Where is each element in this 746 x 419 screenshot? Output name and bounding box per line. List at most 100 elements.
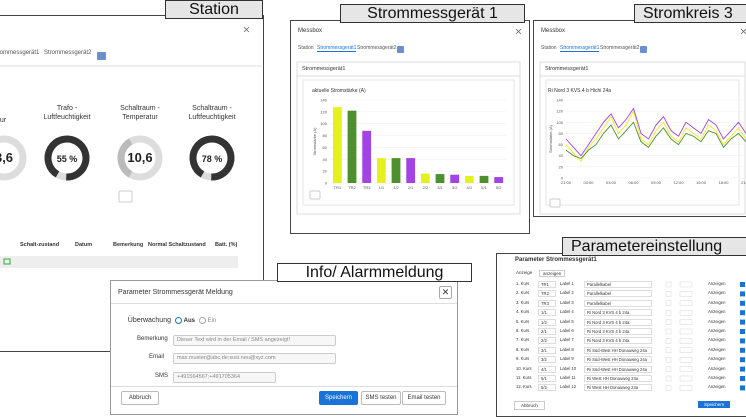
cell[interactable]: 2/2 (538, 337, 556, 345)
cancel-button[interactable]: Abbruch (121, 391, 159, 405)
cell[interactable]: 3/1 (538, 346, 556, 354)
cell[interactable]: TR2 (538, 290, 556, 298)
section-title: Strommessgerät1 (302, 66, 346, 72)
sms-input[interactable]: +491564567;+491705364 (173, 372, 276, 383)
cell: Label 3 (560, 299, 574, 305)
cell: 9. Kurs (516, 356, 530, 362)
cell: 100 (215, 258, 225, 264)
column-header: Schalt-zustand (20, 242, 60, 248)
tab[interactable]: Station (298, 45, 314, 51)
params-panel (496, 253, 746, 417)
cell[interactable]: 5/1 (538, 375, 556, 382)
cell: Label 4 (560, 309, 574, 315)
radio-label: Ein (207, 318, 217, 325)
sms-test-button[interactable]: SMS testen (361, 391, 401, 405)
field-label: Bemerkung (137, 336, 168, 342)
save-button[interactable]: Speichern (698, 401, 731, 408)
cell[interactable]: Ri Süd-West HH Donauweg 24a (584, 346, 652, 354)
tab[interactable]: Strommessgerät2 (600, 45, 640, 51)
cell[interactable]: 4/1 (538, 365, 556, 373)
cell[interactable]: Parallelkabel (584, 299, 652, 307)
alarm-dialog: Parameter Strommessgerät Meldung Überwac… (110, 280, 458, 415)
cell: Label 5 (560, 318, 574, 324)
divider (111, 303, 457, 304)
dialog-title: Parameter Strommessgerät Meldung (118, 289, 233, 296)
cell: Label 1 (560, 281, 574, 286)
field-label: Email (149, 354, 165, 360)
header-cell: Anzeige (516, 270, 533, 275)
cell: 8. Kurs (516, 346, 530, 352)
cell: 3. Kurs (516, 299, 530, 305)
cell[interactable]: 1/2 (538, 318, 556, 326)
cell[interactable]: 3/2 (538, 356, 556, 364)
radio-off[interactable]: Aus (175, 317, 195, 324)
tab[interactable]: Strommessgerät1 (560, 45, 600, 52)
cell: 7. Kurs (516, 337, 530, 343)
cell[interactable]: Ri Nord 3 KVS 4 b 24a (584, 328, 652, 335)
radio-on[interactable]: Ein (199, 317, 216, 324)
cell[interactable]: Parallelkabel (584, 281, 652, 288)
column-header: Bemerkung (113, 242, 144, 248)
cell: Label 9 (560, 356, 574, 362)
show-label: Anzeigen (708, 290, 726, 296)
cell: Label 10 (560, 365, 577, 371)
cell: 12. Kurs (516, 384, 532, 390)
cell[interactable]: Ri West HH Donauweg 24a (584, 375, 652, 382)
tab[interactable]: Station (541, 45, 557, 51)
cell: 10. Kurs (516, 365, 532, 371)
cell: Label 8 (560, 346, 574, 352)
section-title: Strommessgerät1 (545, 66, 589, 72)
cell: Tür status (113, 258, 138, 264)
gauge-title: Schaltraum - Luftfeuchtigkeit (188, 105, 236, 121)
cell[interactable]: TR3 (538, 299, 556, 307)
cell: 16.11.22 13:15:04 (63, 258, 107, 264)
cell: Zu (148, 258, 155, 264)
show-label: Anzeigen (708, 318, 726, 324)
cell[interactable]: Parallelkabel (584, 290, 652, 298)
show-label: Anzeigen (708, 328, 726, 333)
field-label: Überwachung (127, 317, 171, 324)
cell[interactable]: 2/1 (538, 328, 556, 335)
save-button[interactable]: Speichern (319, 391, 358, 405)
cell: Zu (20, 258, 27, 264)
field-label: SMS (155, 373, 169, 379)
cell[interactable]: Ri Nord 3 KVS 4 b 24a (584, 309, 652, 317)
cell[interactable]: Ri Süd-West HH Donauweg 24a (584, 356, 652, 364)
window-title: Messbox (298, 28, 323, 34)
show-label: Anzeigen (708, 309, 726, 315)
cell: Label 7 (560, 337, 574, 343)
show-label: Anzeigen (708, 281, 726, 286)
gauge-title: atur (0, 117, 7, 124)
remark-input[interactable]: Dieser Text wird in der Email / SMS ange… (173, 335, 336, 346)
cell[interactable]: 5/2 (538, 384, 556, 392)
show-label: Anzeigen (708, 299, 726, 305)
cell: Label 2 (560, 290, 574, 296)
email-test-button[interactable]: Email testen (402, 391, 446, 405)
show-label: Anzeigen (708, 356, 726, 362)
cell: 5. Kurs (516, 318, 530, 324)
tab[interactable]: Strommessgerät1 (317, 45, 357, 52)
caption: Stromkreis 3 (634, 4, 746, 23)
show-label: Anzeigen (708, 375, 726, 380)
column-header: Normal Schaltzustand (148, 242, 206, 248)
tab[interactable]: Strommessgerät1 (0, 50, 40, 56)
cancel-button[interactable]: Abbruch (514, 401, 545, 410)
radio-label: Aus (183, 318, 196, 325)
tab[interactable]: Strommessgerät2 (357, 45, 397, 51)
meter1-panel (290, 20, 530, 234)
close-button[interactable]: ✕ (439, 286, 452, 299)
gauge-title: Schaltraum - Temperatur (120, 105, 160, 121)
cell[interactable]: Ri Nord 3 KVS 4 b 24a (584, 318, 652, 326)
cell[interactable]: Ri Süd-West HH Donauweg 24a (584, 365, 652, 373)
cell[interactable]: TR1 (538, 281, 556, 288)
cell[interactable]: Ri Nord 3 KVS 4 b 24a (584, 337, 652, 345)
tab[interactable]: Strommessgerät2 (44, 50, 92, 56)
caption: Parametereinstellung (562, 237, 746, 256)
cell: Label 11 (560, 375, 576, 380)
email-input[interactable]: max.muster@abc.de;susi.neu@xyz.com (173, 353, 336, 364)
show-label: Anzeigen (708, 365, 726, 371)
cell[interactable]: 1/1 (538, 309, 556, 317)
header-cell[interactable]: anzeigen (539, 270, 566, 277)
cell[interactable]: Ri West HH Donauweg 24a (584, 384, 652, 392)
cell: 6. Kurs (516, 328, 530, 333)
